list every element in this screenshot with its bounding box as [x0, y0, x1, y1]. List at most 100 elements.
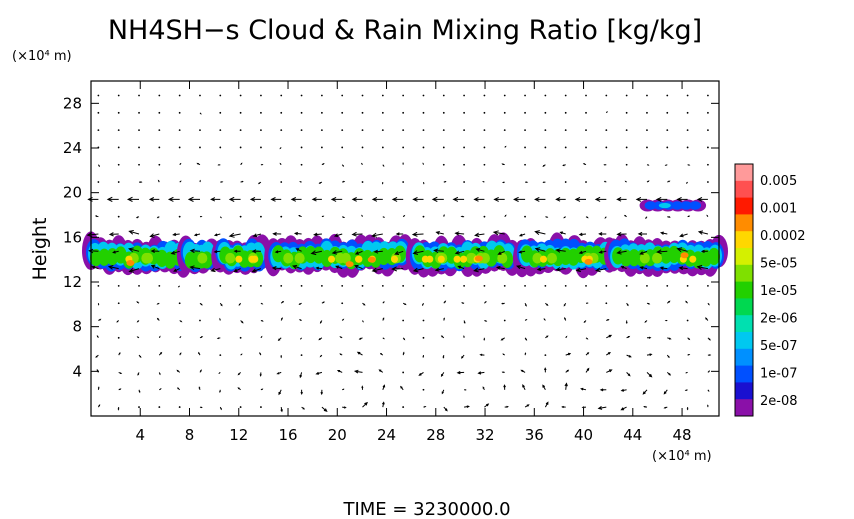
- wind-vector: [107, 265, 119, 270]
- wind-vector: [667, 216, 671, 218]
- wind-vector: [580, 387, 587, 391]
- wind-vector: [443, 180, 447, 183]
- wind-vector: [483, 129, 486, 132]
- wind-vector: [707, 111, 709, 114]
- wind-vector: [299, 372, 303, 379]
- wind-vector: [199, 215, 203, 218]
- wind-vector: [249, 196, 261, 202]
- wind-vector: [300, 389, 303, 395]
- wind-vector: [497, 250, 505, 255]
- wind-vector: [179, 320, 183, 323]
- cloud-field: [82, 199, 728, 279]
- wind-vector: [625, 111, 628, 114]
- wind-vector: [199, 129, 201, 132]
- wind-vector: [583, 320, 587, 324]
- wind-vector: [293, 231, 302, 236]
- wind-vector: [503, 111, 506, 114]
- wind-vector: [158, 406, 161, 408]
- wind-vector: [333, 233, 343, 238]
- wind-vector: [237, 387, 241, 391]
- cloud-cell: [251, 255, 259, 263]
- wind-vector: [422, 94, 425, 97]
- wind-vector: [179, 162, 182, 166]
- wind-vector: [443, 214, 445, 217]
- wind-vector: [159, 388, 162, 391]
- wind-vector: [320, 111, 323, 114]
- wind-vector: [655, 196, 668, 202]
- colorbar-label: 0.001: [760, 202, 797, 217]
- wind-vector: [280, 355, 283, 359]
- wind-vector: [542, 181, 546, 184]
- wind-vector: [620, 388, 627, 392]
- wind-vector: [335, 265, 343, 270]
- wind-vector: [240, 353, 243, 356]
- wind-vector: [705, 317, 709, 321]
- wind-vector: [117, 94, 120, 97]
- wind-vector: [354, 264, 363, 270]
- wind-vector: [685, 300, 688, 304]
- wind-vector: [524, 302, 527, 307]
- wind-vector: [501, 371, 505, 374]
- wind-vector: [434, 267, 444, 272]
- colorbar-frame: [734, 163, 754, 417]
- wind-vector: [422, 302, 424, 307]
- wind-vector: [483, 285, 486, 287]
- wind-vector: [97, 285, 100, 287]
- wind-vector: [199, 302, 203, 306]
- wind-vector: [97, 303, 100, 306]
- wind-vector: [656, 249, 668, 255]
- wind-vector: [228, 232, 241, 238]
- wind-vector: [116, 320, 120, 323]
- wind-vector: [574, 196, 586, 202]
- wind-vector: [664, 164, 668, 166]
- wind-vector: [176, 369, 181, 373]
- wind-vector: [402, 337, 406, 341]
- wind-vector: [97, 111, 100, 114]
- y-tick-label: 20: [63, 184, 82, 202]
- cloud-cell: [328, 255, 336, 263]
- wind-vector: [108, 232, 119, 237]
- wind-vector: [176, 387, 181, 391]
- wind-vector: [260, 215, 262, 218]
- wind-vector: [299, 181, 302, 183]
- wind-vector: [679, 233, 688, 238]
- wind-vector: [564, 146, 567, 149]
- wind-vector: [484, 320, 488, 322]
- wind-vector: [238, 302, 241, 306]
- colorbar-label: 2e-08: [760, 394, 798, 409]
- x-tick-label: 16: [278, 426, 297, 444]
- wind-vector: [525, 181, 529, 183]
- wind-vector: [280, 129, 283, 132]
- wind-vector: [646, 285, 648, 287]
- wind-vector: [422, 215, 425, 218]
- wind-vector: [362, 302, 366, 306]
- wind-vector: [260, 146, 262, 149]
- wind-vector: [492, 230, 505, 236]
- wind-vector: [233, 268, 241, 272]
- wind-vector: [585, 352, 590, 356]
- wind-vector: [594, 196, 607, 202]
- cloud-cell: [460, 255, 468, 263]
- x-tick-label: 12: [229, 426, 248, 444]
- wind-vector: [361, 162, 363, 165]
- wind-vector: [585, 111, 587, 114]
- wind-vector: [321, 406, 328, 412]
- wind-vector: [138, 285, 140, 287]
- wind-vector: [279, 147, 282, 150]
- wind-vector: [686, 94, 689, 97]
- wind-vector: [595, 267, 607, 273]
- wind-vector: [228, 196, 241, 202]
- wind-vector: [442, 111, 445, 114]
- wind-vector: [319, 354, 323, 358]
- wind-vector: [193, 233, 201, 237]
- wind-vector: [598, 232, 607, 236]
- wind-vector: [663, 389, 668, 395]
- wind-vector: [639, 266, 648, 270]
- wind-vector: [564, 382, 568, 390]
- wind-vector: [402, 181, 405, 183]
- wind-vector: [482, 181, 485, 183]
- wind-vector: [94, 215, 99, 218]
- chart-title: NH4SH−s Cloud & Rain Mixing Ratio [kg/kg…: [108, 15, 702, 46]
- wind-vector: [646, 129, 648, 132]
- wind-vector: [117, 111, 120, 114]
